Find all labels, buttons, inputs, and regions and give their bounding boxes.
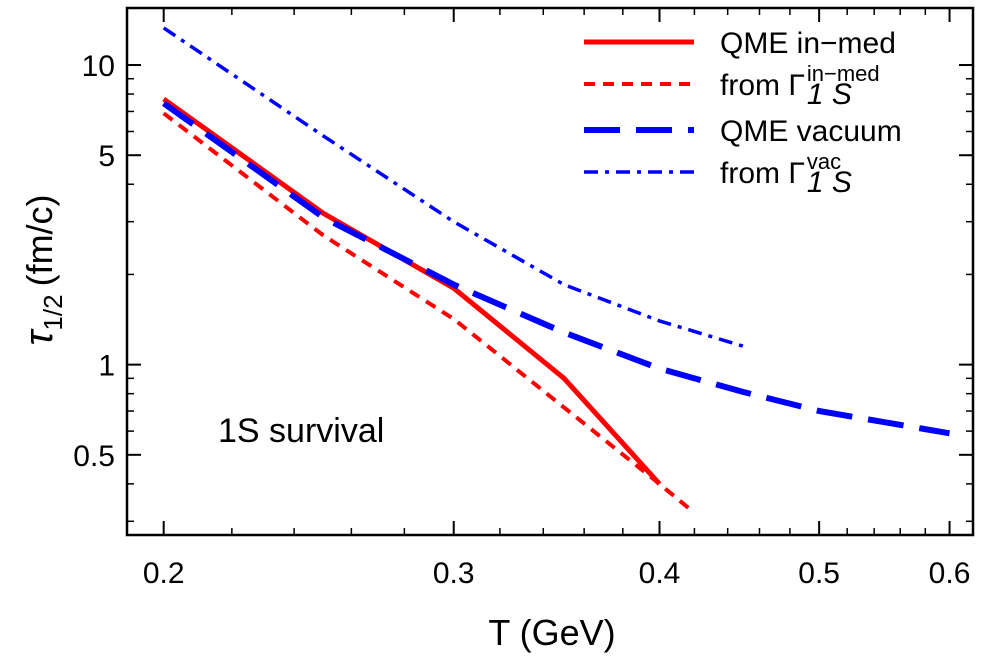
x-axis-label: T (GeV) [488, 612, 615, 653]
y-tick-label-2: 5 [98, 140, 115, 173]
y-axis-unit: (fm/c) [19, 194, 60, 286]
plot-frame [125, 6, 975, 537]
x-tick-label-2: 0.4 [639, 557, 681, 590]
legend-subscript-1: 1 S [807, 78, 852, 111]
series-layer [161, 26, 951, 515]
y-axis-subscript: 1/2 [38, 294, 68, 330]
legend-label-1: from Γin−med [720, 61, 880, 102]
x-tick-label-3: 0.5 [798, 557, 840, 590]
legend-label-3: from Γvac [720, 149, 841, 190]
y-tick-label-3: 10 [82, 50, 115, 83]
x-tick-label-4: 0.6 [929, 557, 971, 590]
x-tick-label-1: 0.3 [433, 557, 475, 590]
legend-superscript-1: in−med [807, 61, 880, 86]
legend-superscript-3: vac [807, 149, 841, 174]
series-line-2 [161, 100, 951, 437]
x-tick-label-0: 0.2 [143, 557, 185, 590]
series-line-1 [162, 111, 696, 515]
legend-label-0: QME in−med [720, 27, 896, 60]
y-tick-label-0: 0.5 [73, 440, 115, 473]
y-axis-symbol: τ [17, 328, 61, 346]
series-line-3 [162, 26, 745, 349]
legend-subscript-3: 1 S [807, 166, 852, 199]
y-tick-label-1: 1 [98, 350, 115, 383]
y-axis-label: τ1/2 (fm/c) [17, 194, 68, 345]
axis-ticks: 0.2 0.3 0.4 0.5 0.6 0.5 1 5 10 [73, 8, 973, 590]
legend-label-2: QME vacuum [720, 115, 902, 148]
annotation-1s-survival: 1S survival [218, 412, 384, 450]
series-line-0 [162, 96, 662, 486]
